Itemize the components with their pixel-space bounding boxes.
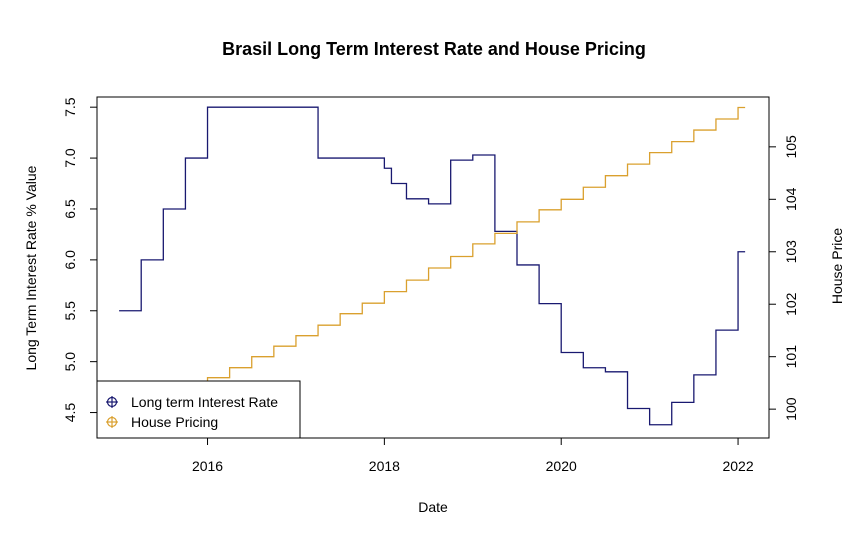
series-line-interest-rate <box>119 106 746 426</box>
y2-tick-label: 103 <box>783 240 799 264</box>
y-tick-label: 7.5 <box>62 97 78 117</box>
y-tick-label: 5.5 <box>62 301 78 321</box>
y-tick-label: 7.0 <box>62 148 78 168</box>
y-tick-label: 6.5 <box>62 199 78 219</box>
x-axis-label: Date <box>418 499 448 515</box>
y2-tick-label: 101 <box>783 345 799 369</box>
legend-label-house-pricing: House Pricing <box>131 414 218 430</box>
y2-tick-label: 105 <box>783 135 799 159</box>
x-axis: 2016 2018 2020 2022 <box>192 437 754 474</box>
y-axis-right: 100 101 102 103 104 105 <box>768 135 799 421</box>
y-tick-label: 5.0 <box>62 352 78 372</box>
x-tick-label: 2020 <box>546 458 577 474</box>
y2-tick-label: 102 <box>783 292 799 316</box>
legend: Long term Interest Rate House Pricing <box>96 380 301 439</box>
series-line-house-pricing <box>119 106 746 421</box>
y-axis-label-left: Long Term Interest Rate % Value <box>23 165 39 370</box>
x-tick-label: 2016 <box>192 458 223 474</box>
y-tick-label: 4.5 <box>62 403 78 423</box>
y2-tick-label: 100 <box>783 397 799 421</box>
legend-box <box>96 380 301 439</box>
series-layer <box>119 106 746 426</box>
chart-title: Brasil Long Term Interest Rate and House… <box>222 39 646 59</box>
y2-tick-label: 104 <box>783 187 799 211</box>
y-axis-left: 4.5 5.0 5.5 6.0 6.5 7.0 7.5 <box>62 97 98 423</box>
x-tick-label: 2022 <box>722 458 753 474</box>
legend-label-interest-rate: Long term Interest Rate <box>131 394 278 410</box>
y-tick-label: 6.0 <box>62 250 78 270</box>
x-tick-label: 2018 <box>369 458 400 474</box>
y-axis-label-right: House Price <box>829 228 845 304</box>
